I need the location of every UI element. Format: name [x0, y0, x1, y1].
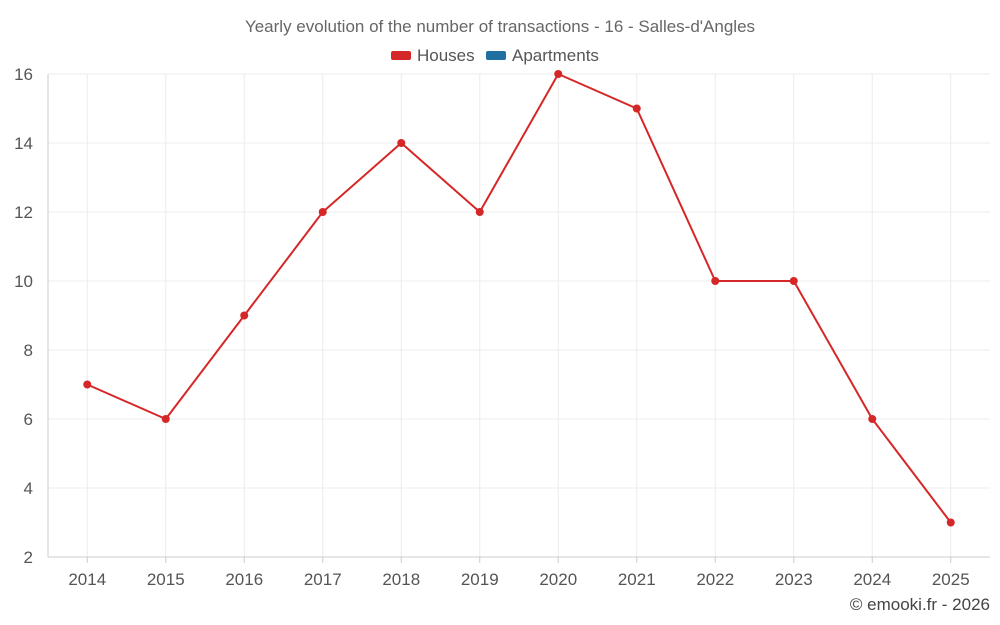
x-tick-label: 2022: [696, 570, 734, 589]
legend-label-apartments: Apartments: [512, 46, 599, 65]
data-point-houses[interactable]: [83, 380, 92, 389]
y-tick-label: 14: [14, 134, 33, 153]
series-houses: [83, 70, 955, 527]
chart-title: Yearly evolution of the number of transa…: [245, 17, 755, 36]
x-tick-label: 2025: [932, 570, 970, 589]
grid: [48, 73, 990, 557]
legend-swatch-apartments: [486, 51, 506, 60]
y-tick-label: 16: [14, 65, 33, 84]
legend-label-houses: Houses: [417, 46, 475, 65]
data-point-houses[interactable]: [789, 277, 798, 285]
x-tick-label: 2015: [147, 570, 185, 589]
x-tick-label: 2024: [853, 570, 891, 589]
data-point-houses[interactable]: [632, 104, 641, 113]
data-point-houses[interactable]: [711, 277, 720, 285]
series-line-houses: [86, 73, 952, 524]
y-tick-label: 2: [24, 548, 33, 567]
x-tick-label: 2019: [461, 570, 499, 589]
legend-item-houses[interactable]: Houses: [391, 46, 475, 65]
legend: Houses Apartments: [391, 46, 599, 65]
credit-text: © emooki.fr - 2026: [850, 595, 990, 614]
y-tick-label: 4: [24, 479, 33, 498]
x-tick-label: 2017: [304, 570, 342, 589]
data-point-houses[interactable]: [318, 208, 327, 216]
data-point-houses[interactable]: [475, 208, 484, 216]
y-tick-label: 8: [24, 341, 33, 360]
y-tick-label: 12: [14, 203, 33, 222]
data-point-houses[interactable]: [868, 415, 877, 423]
x-tick-label: 2018: [382, 570, 420, 589]
y-tick-label: 6: [24, 410, 33, 429]
data-point-houses[interactable]: [554, 70, 563, 78]
x-tick-label: 2020: [539, 570, 577, 589]
x-tick-label: 2021: [618, 570, 656, 589]
legend-item-apartments[interactable]: Apartments: [486, 46, 599, 65]
data-point-houses[interactable]: [946, 518, 955, 527]
data-point-houses[interactable]: [397, 139, 406, 147]
axes: 2 4 6 8 10 12 14 16 2014 2015 2016 2017 2018 2019 2020…: [14, 65, 990, 589]
x-tick-label: 2014: [68, 570, 106, 589]
x-tick-label: 2023: [775, 570, 813, 589]
data-point-houses[interactable]: [161, 415, 170, 423]
data-point-houses[interactable]: [240, 311, 249, 320]
x-tick-label: 2016: [225, 570, 263, 589]
y-tick-label: 10: [14, 272, 33, 291]
legend-swatch-houses: [391, 51, 411, 60]
